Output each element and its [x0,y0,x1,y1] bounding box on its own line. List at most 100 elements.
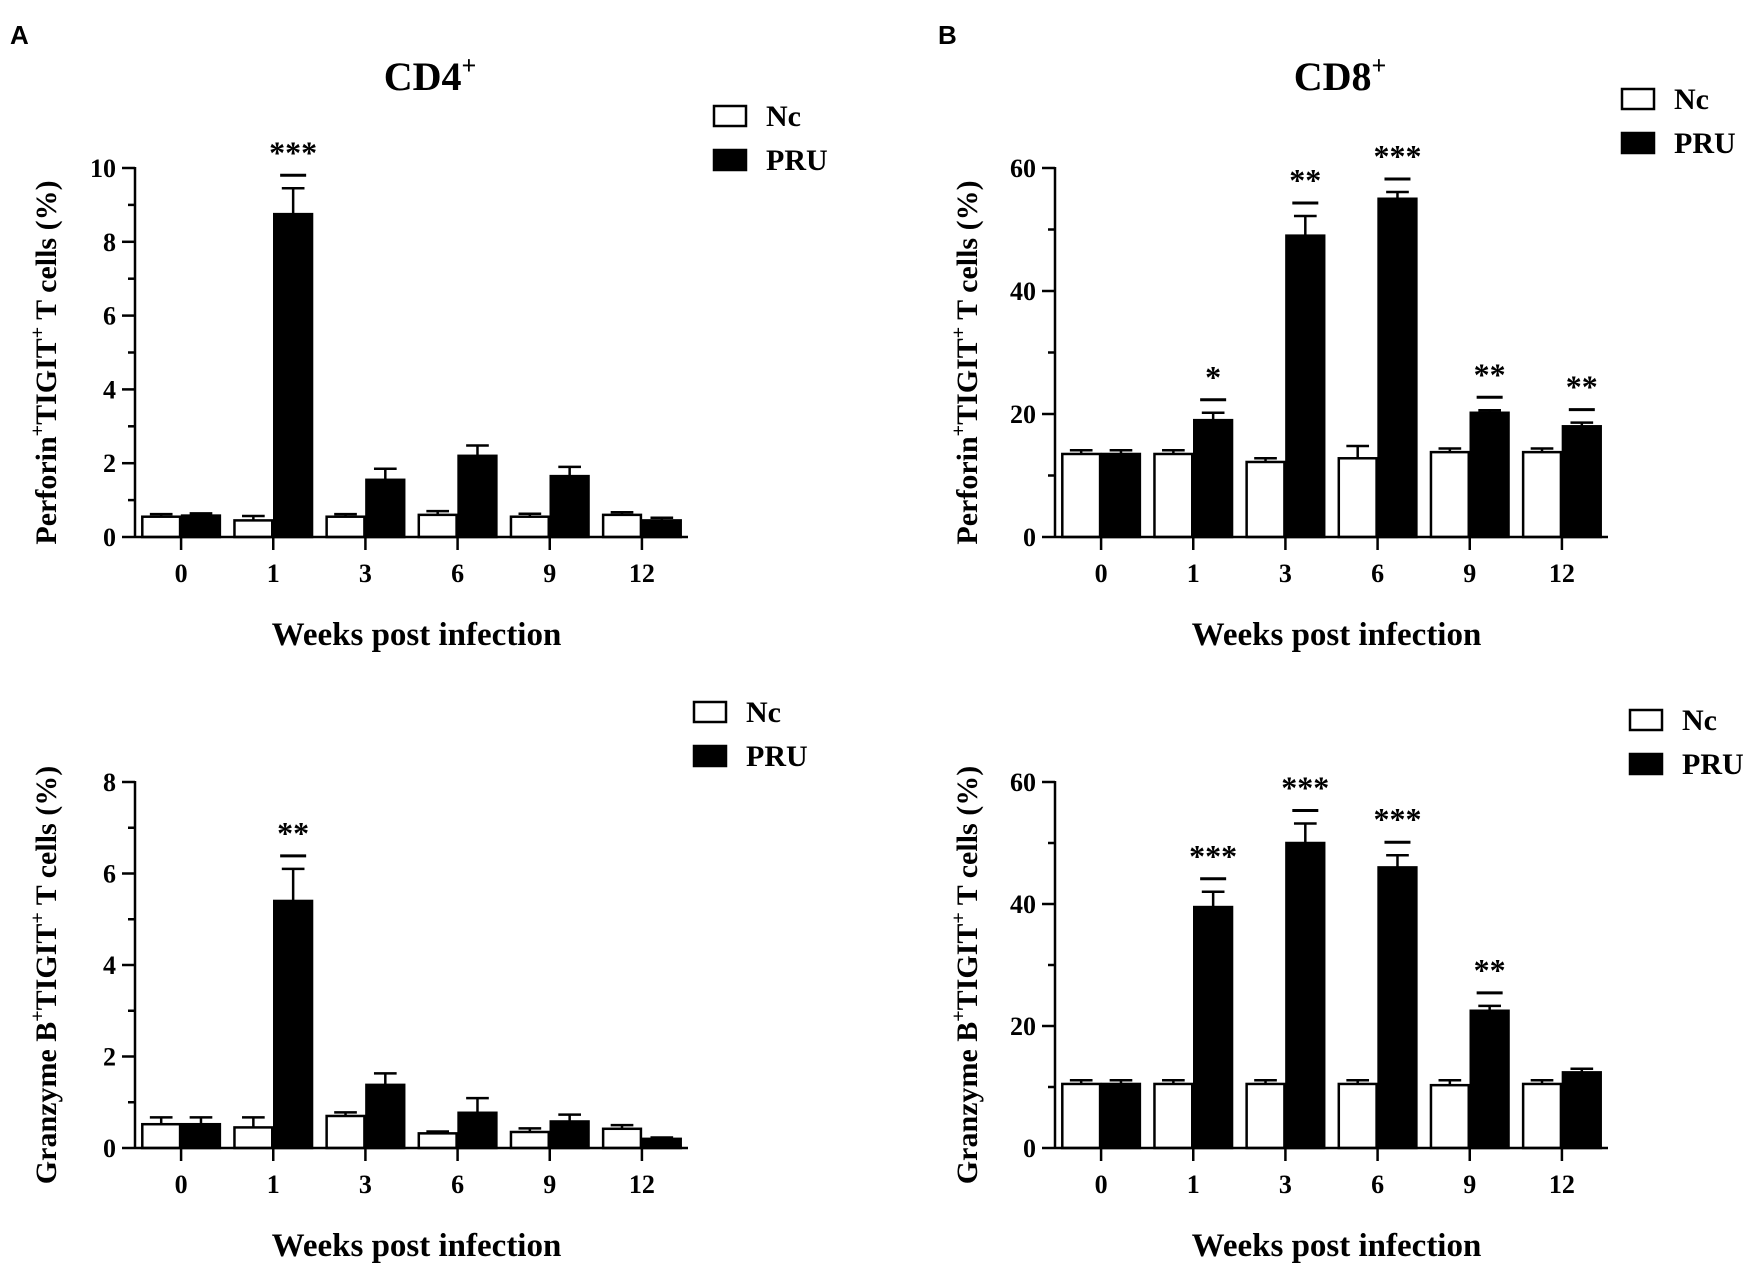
y-tick-label: 0 [1023,523,1036,552]
y-axis-title: Granzyme B+TIGIT+ T cells (%) [948,766,984,1184]
significance-stars: ** [277,815,309,851]
panel-letter-a: A [10,20,29,50]
bar-pru-6 [1377,197,1418,539]
bar-nc-12 [601,1127,643,1150]
bar-pru-1 [1193,418,1234,539]
x-tick-label: 6 [1371,559,1384,588]
significance-stars: *** [1373,138,1421,174]
x-tick-label: 1 [1187,1170,1200,1199]
y-tick-label: 4 [103,375,116,404]
x-tick-label: 3 [1279,1170,1292,1199]
significance-stars: ** [1474,356,1506,392]
legend-label-nc: Nc [746,696,781,729]
y-tick-label: 40 [1010,890,1036,919]
cd4-title: CD4+ [384,51,477,99]
y-axis-title: Granzyme B+TIGIT+ T cells (%) [27,766,63,1184]
x-tick-label: 0 [1095,559,1108,588]
legend-label-nc: Nc [766,100,801,133]
significance-stars: ** [1566,369,1598,405]
x-tick-label: 6 [451,1170,464,1199]
bar-pru-0 [1100,1082,1142,1150]
cd8-title: CD8+ [1294,51,1387,99]
bar-pru-12 [641,1137,682,1150]
bar-nc-1 [233,519,274,539]
bar-pru-0 [1100,452,1142,539]
bar-nc-12 [601,513,643,539]
y-tick-label: 20 [1010,1012,1036,1041]
y-tick-label: 2 [103,1043,116,1072]
x-axis-title: Weeks post infection [272,1228,562,1264]
bar-nc-3 [325,1114,366,1150]
y-tick-label: 4 [103,951,116,980]
legend-swatch-nc [1628,708,1664,732]
y-tick-label: 10 [90,154,116,183]
chart-cd8-granzyme: 0 20 40 60 0 1 3 6 9 12 Weeks post infection Granzy… [948,704,1744,1264]
y-tick-label: 40 [1010,277,1036,306]
x-axis-title: Weeks post infection [272,617,562,653]
legend-label-pru: PRU [766,144,828,177]
legend-swatch-pru [1628,752,1664,776]
bar-pru-0 [180,514,222,539]
panel-letter-b: B [938,20,957,50]
x-tick-label: 12 [1549,1170,1575,1199]
bar-nc-3 [325,515,366,539]
y-tick-label: 60 [1010,768,1036,797]
legend-swatch-pru [692,744,728,768]
chart-cd4-perforin: 0 2 4 6 8 10 0 1 3 6 9 12 Weeks post infection Perfor… [27,100,828,653]
legend-label-pru: PRU [1674,127,1736,160]
legend-swatch-pru [712,148,748,172]
bar-nc-0 [1061,1082,1102,1150]
x-tick-label: 1 [1187,559,1200,588]
bar-nc-9 [1429,450,1471,539]
x-tick-label: 9 [543,559,556,588]
bar-nc-6 [1337,1082,1378,1150]
legend-swatch-nc [692,700,728,724]
y-tick-label: 6 [103,302,116,331]
legend-swatch-nc [712,104,748,128]
bar-nc-3 [1245,1082,1286,1150]
x-tick-label: 3 [1279,559,1292,588]
bar-pru-3 [365,478,406,539]
chart-cd4-granzyme: 0 2 4 6 8 0 1 3 6 9 12 Weeks post infection Granzyme… [27,696,808,1264]
legend-label-pru: PRU [1682,748,1744,781]
bar-nc-9 [1429,1083,1471,1150]
bar-pru-9 [549,474,590,539]
y-tick-label: 0 [1023,1134,1036,1163]
bar-pru-1 [273,212,314,539]
legend-swatch-pru [1620,131,1656,155]
x-tick-label: 0 [175,559,188,588]
x-tick-label: 12 [1549,559,1575,588]
y-axis-title: Perforin+TIGIT+ T cells (%) [27,180,63,544]
x-tick-label: 9 [543,1170,556,1199]
significance-stars: *** [269,134,317,170]
y-axis-title: Perforin+TIGIT+ T cells (%) [948,180,984,544]
bar-pru-1 [1193,905,1234,1150]
bar-nc-0 [141,1122,182,1150]
significance-stars: ** [1289,162,1321,198]
significance-stars: *** [1281,769,1329,805]
legend-label-pru: PRU [746,740,808,773]
legend-swatch-nc [1620,87,1656,111]
x-tick-label: 9 [1463,559,1476,588]
bar-nc-1 [1153,1082,1194,1150]
legend-label-nc: Nc [1674,83,1709,116]
y-tick-label: 60 [1010,154,1036,183]
bar-pru-3 [1285,841,1326,1150]
x-tick-label: 12 [629,1170,655,1199]
bar-nc-12 [1521,1082,1563,1150]
x-tick-label: 1 [267,559,280,588]
bar-nc-0 [1061,452,1102,539]
legend-label-nc: Nc [1682,704,1717,737]
bar-nc-3 [1245,460,1286,539]
bar-pru-6 [1377,866,1418,1150]
bar-pru-1 [273,899,314,1150]
bar-nc-6 [417,513,458,539]
x-tick-label: 6 [451,559,464,588]
significance-stars: *** [1373,801,1421,837]
y-tick-label: 8 [103,768,116,797]
bar-pru-6 [457,454,498,539]
y-tick-label: 0 [103,523,116,552]
bar-pru-9 [1469,1009,1510,1150]
bar-nc-12 [1521,450,1563,539]
